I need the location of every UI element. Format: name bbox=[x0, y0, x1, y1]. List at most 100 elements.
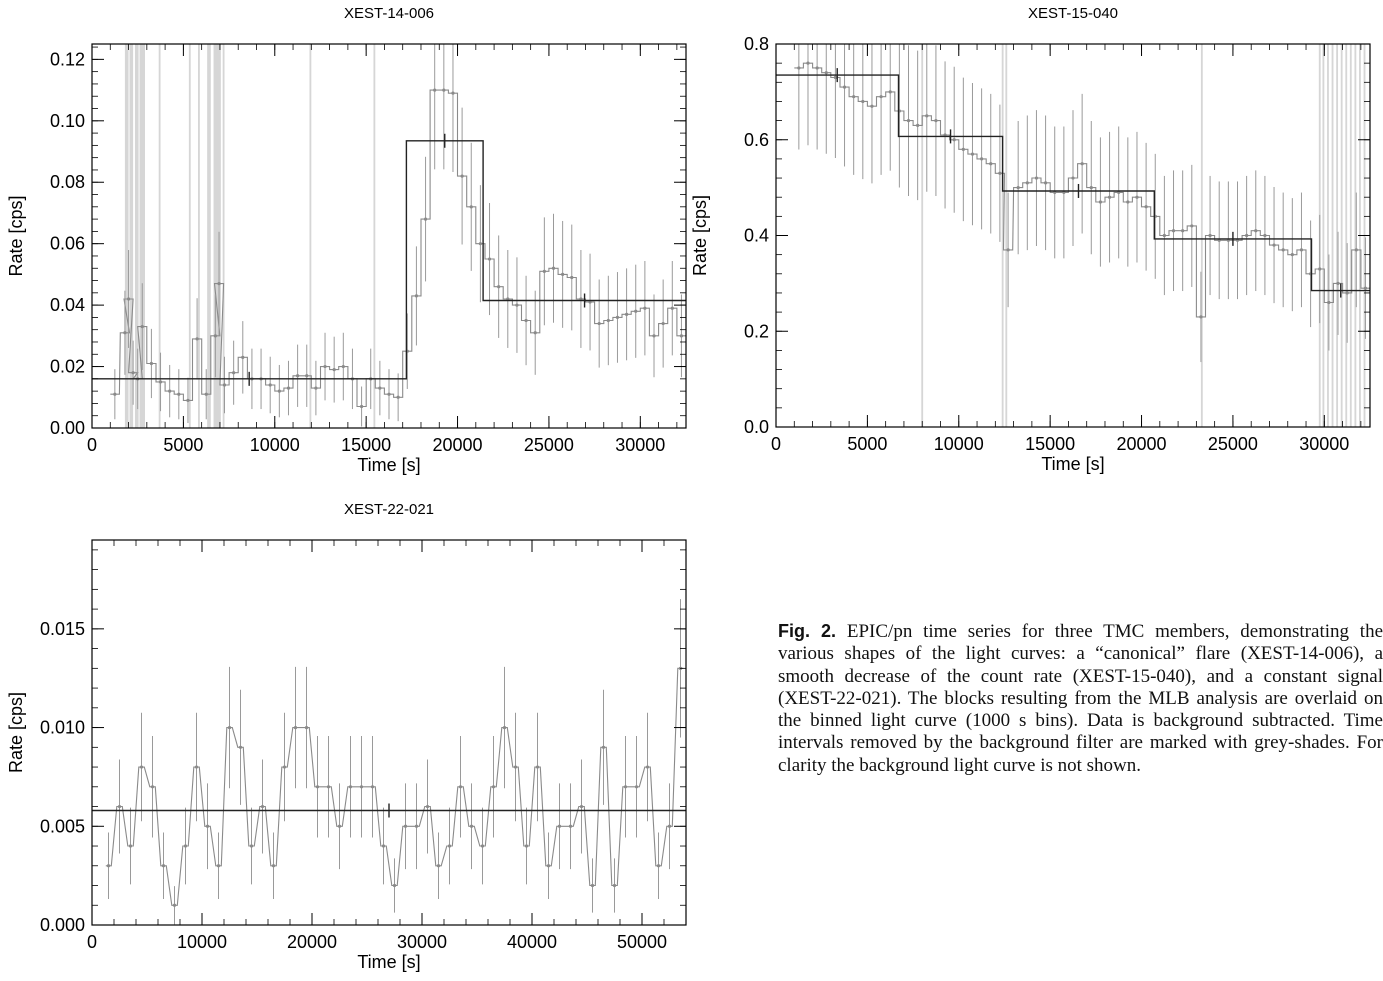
x-tick-label: 5000 bbox=[847, 434, 887, 454]
data-point bbox=[1171, 229, 1176, 233]
y-tick-label: 0.000 bbox=[40, 915, 85, 935]
data-point bbox=[183, 844, 188, 848]
data-point bbox=[502, 725, 507, 730]
caption-text: EPIC/pn time series for three TMC member… bbox=[778, 621, 1383, 776]
data-point bbox=[403, 824, 408, 828]
data-point bbox=[879, 95, 883, 99]
data-point bbox=[304, 725, 309, 730]
data-point bbox=[1327, 300, 1331, 305]
data-point bbox=[1199, 315, 1203, 319]
grey-shade bbox=[1331, 44, 1334, 427]
data-point bbox=[396, 395, 400, 399]
data-point bbox=[414, 824, 419, 828]
data-point bbox=[634, 309, 638, 313]
y-tick-label: 0.04 bbox=[50, 295, 85, 315]
panel-title: XEST-14-006 bbox=[344, 5, 434, 22]
data-point bbox=[268, 383, 272, 387]
data-point bbox=[241, 355, 245, 359]
grey-shade bbox=[129, 44, 134, 428]
grey-shade bbox=[158, 44, 161, 428]
data-point bbox=[1034, 176, 1039, 180]
grey-shade bbox=[921, 44, 924, 427]
data-point bbox=[1208, 233, 1212, 238]
data-point bbox=[970, 152, 975, 156]
y-tick-label: 0.2 bbox=[744, 321, 769, 341]
data-point bbox=[579, 297, 583, 301]
data-point bbox=[447, 844, 452, 848]
x-tick-label: 40000 bbox=[507, 932, 557, 952]
data-point bbox=[260, 804, 265, 809]
panel-title: XEST-15-040 bbox=[1028, 5, 1118, 22]
data-point bbox=[414, 294, 419, 298]
x-tick-label: 20000 bbox=[1117, 434, 1167, 454]
data-point bbox=[117, 804, 122, 809]
data-point bbox=[961, 147, 965, 151]
data-point bbox=[161, 864, 166, 868]
data-point bbox=[513, 765, 518, 769]
panel-title: XEST-22-021 bbox=[344, 501, 434, 518]
data-point bbox=[934, 119, 938, 123]
grey-shade bbox=[134, 44, 139, 428]
figure-caption: Fig. 2. EPIC/pn time series for three TM… bbox=[778, 620, 1383, 777]
data-point bbox=[458, 785, 463, 789]
data-point bbox=[625, 312, 629, 316]
data-point bbox=[392, 883, 397, 888]
data-point bbox=[158, 380, 163, 384]
data-point bbox=[106, 864, 111, 868]
grey-shade bbox=[1336, 44, 1339, 427]
data-point bbox=[150, 785, 155, 789]
data-point bbox=[478, 242, 482, 246]
data-point bbox=[491, 785, 496, 789]
x-tick-label: 25000 bbox=[1208, 434, 1258, 454]
data-point bbox=[442, 88, 446, 92]
data-point bbox=[645, 765, 650, 769]
grey-shade bbox=[1200, 44, 1203, 427]
data-point bbox=[194, 765, 199, 769]
data-point bbox=[216, 864, 221, 868]
data-point bbox=[436, 864, 441, 868]
data-point bbox=[842, 85, 847, 89]
grey-shade bbox=[1349, 44, 1352, 427]
y-tick-label: 0.010 bbox=[40, 718, 85, 738]
data-point bbox=[128, 844, 133, 848]
data-point bbox=[469, 824, 474, 828]
x-tick-label: 10000 bbox=[934, 434, 984, 454]
grey-shade bbox=[309, 44, 312, 428]
data-point bbox=[359, 785, 364, 789]
data-point bbox=[1016, 186, 1020, 190]
y-tick-label: 0.10 bbox=[50, 111, 85, 131]
data-point bbox=[797, 66, 801, 70]
data-point bbox=[286, 386, 291, 390]
y-tick-label: 0.005 bbox=[40, 816, 85, 836]
y-tick-label: 0.00 bbox=[50, 418, 85, 438]
data-point bbox=[634, 785, 639, 789]
data-point bbox=[980, 157, 984, 161]
grey-shade bbox=[139, 44, 146, 428]
data-point bbox=[546, 864, 551, 868]
grey-shade bbox=[1340, 44, 1343, 427]
data-point bbox=[487, 257, 492, 261]
data-point bbox=[1245, 233, 1249, 238]
data-point bbox=[425, 804, 430, 809]
data-point bbox=[1080, 162, 1084, 166]
data-point bbox=[824, 71, 828, 75]
data-point bbox=[1071, 176, 1075, 180]
data-point bbox=[314, 386, 318, 390]
light-curve-panel-xest-14-006: 0 5000 10000 15000 20000 25000 30000 0.00 0.02 0.… bbox=[6, 5, 687, 475]
x-tick-label: 10000 bbox=[177, 932, 227, 952]
data-point bbox=[679, 334, 684, 338]
grey-shade bbox=[1001, 44, 1004, 427]
data-point bbox=[213, 334, 217, 338]
data-point bbox=[195, 337, 199, 341]
x-tick-label: 10000 bbox=[250, 435, 300, 455]
data-point bbox=[557, 824, 562, 828]
data-point bbox=[227, 725, 232, 730]
data-point bbox=[296, 374, 300, 378]
plot-frame bbox=[91, 43, 687, 429]
data-point bbox=[524, 318, 528, 323]
data-point bbox=[568, 824, 573, 828]
data-point bbox=[359, 404, 364, 409]
data-point bbox=[1290, 253, 1294, 257]
grey-shade bbox=[1322, 44, 1325, 427]
